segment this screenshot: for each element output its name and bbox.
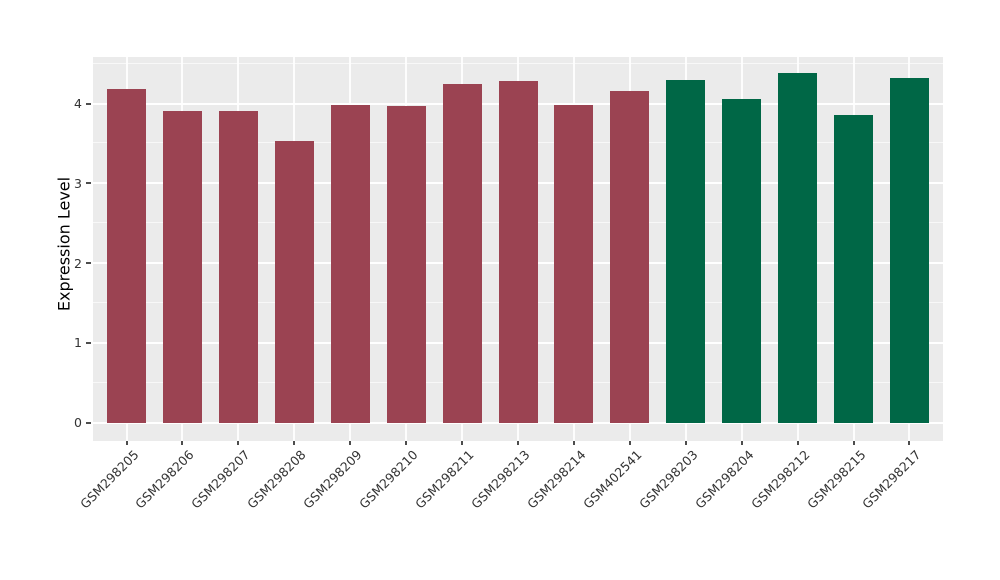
y-tick-mark	[86, 341, 91, 344]
minor-gridline	[93, 62, 943, 64]
bar-GSM298205	[107, 89, 147, 423]
y-tick-label: 3	[74, 175, 82, 191]
x-tick-mark	[572, 441, 575, 445]
x-tick-mark	[405, 441, 408, 445]
x-tick-mark	[852, 441, 855, 445]
y-tick-mark	[86, 262, 91, 265]
y-axis-label: Expression Level	[54, 176, 74, 312]
x-tick-mark	[125, 441, 128, 445]
x-tick-mark	[293, 441, 296, 445]
x-tick-label-GSM298204: GSM298204	[691, 447, 757, 512]
bar-GSM298215	[834, 114, 874, 423]
bar-GSM298203	[666, 79, 706, 423]
bar-GSM298208	[274, 141, 314, 423]
x-tick-label-GSM298207: GSM298207	[188, 447, 253, 512]
x-tick-label-GSM298206: GSM298206	[132, 447, 198, 512]
x-tick-label-GSM298208: GSM298208	[244, 447, 309, 512]
x-tick-label-GSM298212: GSM298212	[747, 447, 813, 512]
bar-GSM298210	[386, 105, 426, 423]
x-tick-label-GSM298215: GSM298215	[803, 447, 869, 512]
x-tick-label-GSM298209: GSM298209	[300, 447, 365, 512]
x-tick-label-GSM298205: GSM298205	[76, 447, 142, 512]
x-tick-label-GSM298211: GSM298211	[412, 447, 477, 512]
x-tick-label-GSM298217: GSM298217	[859, 447, 925, 512]
x-tick-label-GSM402541: GSM402541	[579, 447, 645, 512]
bar-GSM298214	[554, 105, 594, 423]
x-tick-mark	[461, 441, 464, 445]
x-tick-mark	[796, 441, 799, 445]
bar-GSM298207	[218, 110, 258, 423]
x-tick-label-GSM298203: GSM298203	[635, 447, 701, 512]
bar-GSM298211	[442, 84, 482, 423]
bar-GSM402541	[610, 90, 650, 423]
y-tick-label: 1	[74, 335, 82, 351]
x-tick-mark	[237, 441, 240, 445]
bar-GSM298206	[162, 111, 202, 423]
y-tick-mark	[86, 182, 91, 185]
bar-GSM298204	[722, 98, 762, 423]
major-gridline	[93, 421, 943, 424]
x-tick-mark	[181, 441, 184, 445]
bar-GSM298213	[498, 81, 538, 423]
x-tick-mark	[740, 441, 743, 445]
x-tick-mark	[628, 441, 631, 445]
x-tick-mark	[349, 441, 352, 445]
x-tick-mark	[517, 441, 519, 445]
x-tick-label-GSM298213: GSM298213	[468, 447, 533, 512]
y-tick-label: 4	[74, 96, 82, 111]
y-tick-mark	[86, 421, 91, 424]
bar-GSM298217	[889, 77, 929, 423]
bar-GSM298209	[330, 105, 370, 423]
x-tick-label-GSM298214: GSM298214	[524, 447, 589, 512]
x-tick-label-GSM298210: GSM298210	[356, 447, 421, 512]
y-tick-mark	[86, 102, 91, 105]
y-tick-label: 2	[74, 255, 82, 271]
y-tick-label: 0	[74, 415, 82, 431]
x-tick-mark	[684, 441, 687, 445]
plot-panel	[93, 57, 943, 441]
bar-GSM298212	[778, 73, 818, 423]
x-tick-mark	[908, 441, 911, 445]
